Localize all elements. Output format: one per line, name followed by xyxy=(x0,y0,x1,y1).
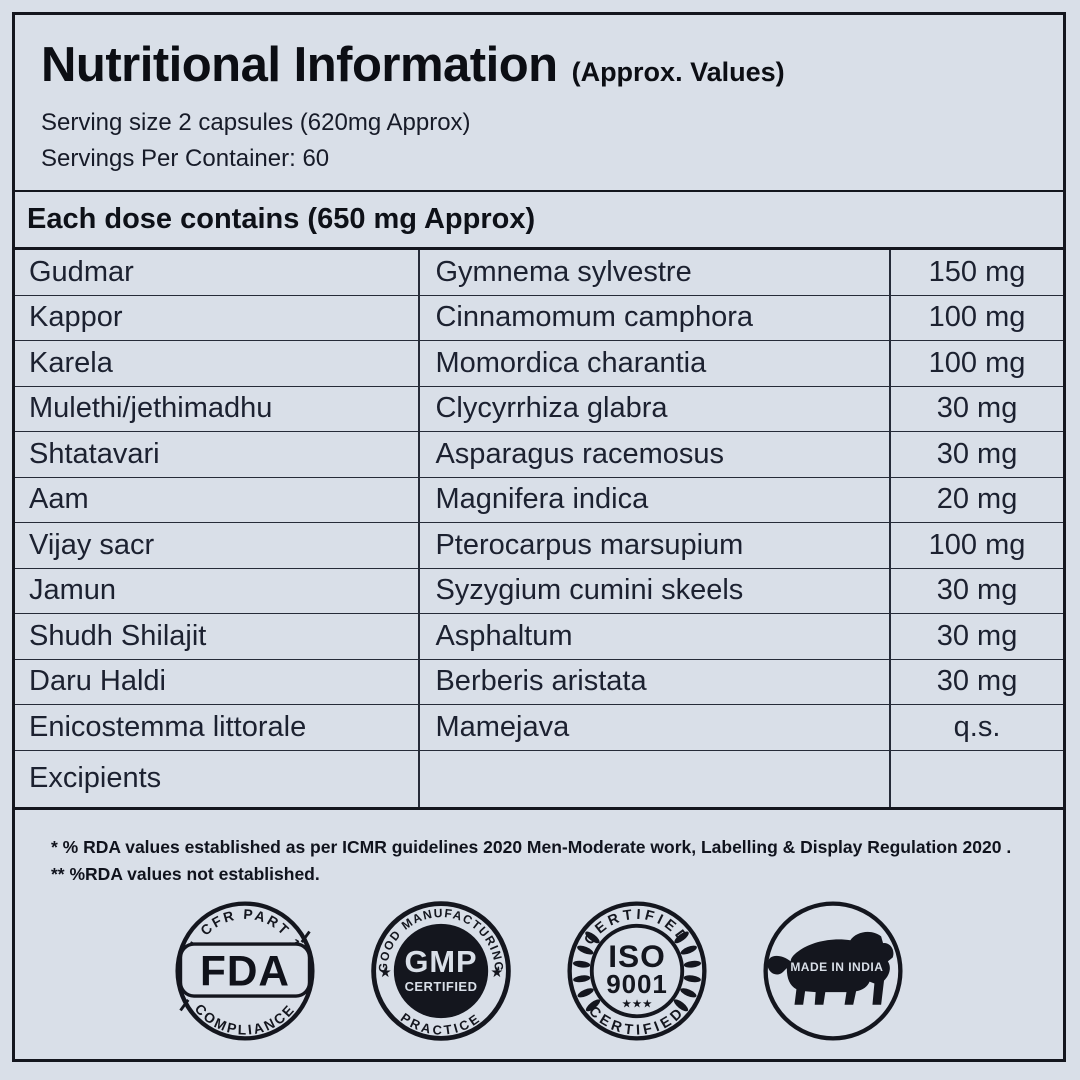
table-row: Excipients xyxy=(15,750,1063,807)
iso-9001-badge: CERTIFIED CERTIFIED IS xyxy=(567,901,707,1041)
ingredient-amount: 30 mg xyxy=(936,665,1018,698)
title-line: Nutritional Information (Approx. Values) xyxy=(41,37,1037,93)
title-suffix: (Approx. Values) xyxy=(571,57,785,87)
badge-ring xyxy=(371,900,511,1041)
fda-bottom-arc-text: COMPLIANCE xyxy=(192,1000,296,1037)
table-row: Karela Momordica charantia 100 mg xyxy=(15,341,1063,387)
fda-logo: FDA xyxy=(200,947,290,994)
table-row: Enicostemma littorale Mamejava q.s. xyxy=(15,705,1063,751)
table-row: Shudh Shilajit Asphaltum 30 mg xyxy=(15,614,1063,660)
lion-icon xyxy=(767,931,894,1005)
band-tab-top xyxy=(300,930,311,943)
table-row: Aam Magnifera indica 20 mg xyxy=(15,477,1063,523)
botanical-name: Asphaltum xyxy=(435,619,573,652)
gmp-certified-badge: GOOD MANUFACTURING PRACTICE ★ ★ GMP CERT… xyxy=(371,900,511,1041)
ingredient-amount: 30 mg xyxy=(936,619,1018,652)
ingredient-amount: 100 mg xyxy=(928,346,1026,379)
iso-number: 9001 xyxy=(606,969,668,999)
table-row: Mulethi/jethimadhu Clycyrrhiza glabra 30… xyxy=(15,386,1063,432)
ingredient-name: Daru Haldi xyxy=(29,665,166,698)
botanical-name: Syzygium cumini skeels xyxy=(435,574,744,607)
ingredient-amount: 30 mg xyxy=(936,392,1018,425)
band-tab-bottom xyxy=(179,998,190,1011)
table-row: Daru Haldi Berberis aristata 30 mg xyxy=(15,659,1063,705)
table-row: Jamun Syzygium cumini skeels 30 mg xyxy=(15,568,1063,614)
certification-badges: 21 CFR PART 11 COMPLIANCE FDA GOOD MANUF… xyxy=(15,888,1063,1059)
label-header: Nutritional Information (Approx. Values)… xyxy=(15,15,1063,192)
botanical-name: Berberis aristata xyxy=(435,665,647,698)
ingredient-amount: 150 mg xyxy=(928,255,1026,288)
ingredient-name: Gudmar xyxy=(29,255,134,288)
table-row: Shtatavari Asparagus racemosus 30 mg xyxy=(15,432,1063,478)
ingredients-table: Gudmar Gymnema sylvestre 150 mg Kappor C… xyxy=(15,250,1063,810)
botanical-name: Cinnamomum camphora xyxy=(435,301,753,334)
fda-band xyxy=(178,941,312,998)
iso-logo: ISO xyxy=(608,938,666,974)
laurel-right-icon xyxy=(673,931,702,1011)
botanical-name: Momordica charantia xyxy=(435,346,707,379)
iso-stars: ★★★ xyxy=(621,998,652,1010)
ingredient-amount: 100 mg xyxy=(928,528,1026,561)
ingredient-name: Kappor xyxy=(29,301,123,334)
ingredient-name: Jamun xyxy=(29,574,117,607)
ingredient-name: Shudh Shilajit xyxy=(29,619,207,652)
made-in-india-text: MADE IN INDIA xyxy=(790,960,883,974)
ingredient-amount: 30 mg xyxy=(936,437,1018,470)
ingredient-name: Aam xyxy=(29,483,89,516)
serving-info: Serving size 2 capsules (620mg Approx) S… xyxy=(41,105,1037,177)
ingredient-name: Enicostemma littorale xyxy=(29,710,307,743)
star-right-icon: ★ xyxy=(490,964,503,980)
botanical-name: Mamejava xyxy=(435,710,570,743)
botanical-name: Magnifera indica xyxy=(435,483,649,516)
fda-compliance-badge: 21 CFR PART 11 COMPLIANCE FDA xyxy=(175,901,315,1041)
star-left-icon: ★ xyxy=(379,964,392,980)
badge-ring xyxy=(175,901,315,1041)
iso-inner-ring xyxy=(589,923,685,1018)
svg-text:COMPLIANCE: COMPLIANCE xyxy=(192,1000,299,1037)
botanical-name: Clycyrrhiza glabra xyxy=(435,392,668,425)
botanical-name: Asparagus racemosus xyxy=(435,437,724,470)
botanical-name: Gymnema sylvestre xyxy=(435,255,692,288)
dose-header: Each dose contains (650 mg Approx) xyxy=(15,192,1063,250)
footnote-2: ** %RDA values not established. xyxy=(51,864,320,885)
ingredient-name: Excipients xyxy=(29,762,162,795)
servings-per-container: Servings Per Container: 60 xyxy=(41,145,330,172)
ingredient-name: Vijay sacr xyxy=(29,528,155,561)
ingredient-amount: 100 mg xyxy=(928,301,1026,334)
ingredient-name: Mulethi/jethimadhu xyxy=(29,392,273,425)
table-row: Vijay sacr Pterocarpus marsupium 100 mg xyxy=(15,523,1063,569)
nutrition-label: Nutritional Information (Approx. Values)… xyxy=(12,12,1066,1062)
table-row: Gudmar Gymnema sylvestre 150 mg xyxy=(15,250,1063,296)
footnotes: * % RDA values established as per ICMR g… xyxy=(15,810,1063,888)
gmp-logo: GMP xyxy=(404,944,477,979)
page-title: Nutritional Information xyxy=(41,38,558,92)
ingredient-name: Karela xyxy=(29,346,113,379)
botanical-name: Pterocarpus marsupium xyxy=(435,528,744,561)
ingredient-name: Shtatavari xyxy=(29,437,160,470)
serving-size: Serving size 2 capsules (620mg Approx) xyxy=(41,109,471,136)
made-in-india-badge: MADE IN INDIA xyxy=(763,901,903,1041)
laurel-left-icon xyxy=(572,931,601,1011)
badge-ring xyxy=(567,901,707,1041)
ingredient-amount: 20 mg xyxy=(936,483,1018,516)
ingredient-amount: q.s. xyxy=(953,710,1001,743)
gmp-certified-text: CERTIFIED xyxy=(405,979,478,994)
badge-ring xyxy=(763,901,903,1041)
gmp-disc xyxy=(393,923,489,1018)
ingredient-amount: 30 mg xyxy=(936,574,1018,607)
footnote-1: * % RDA values established as per ICMR g… xyxy=(51,837,1012,857)
table-row: Kappor Cinnamomum camphora 100 mg xyxy=(15,295,1063,341)
